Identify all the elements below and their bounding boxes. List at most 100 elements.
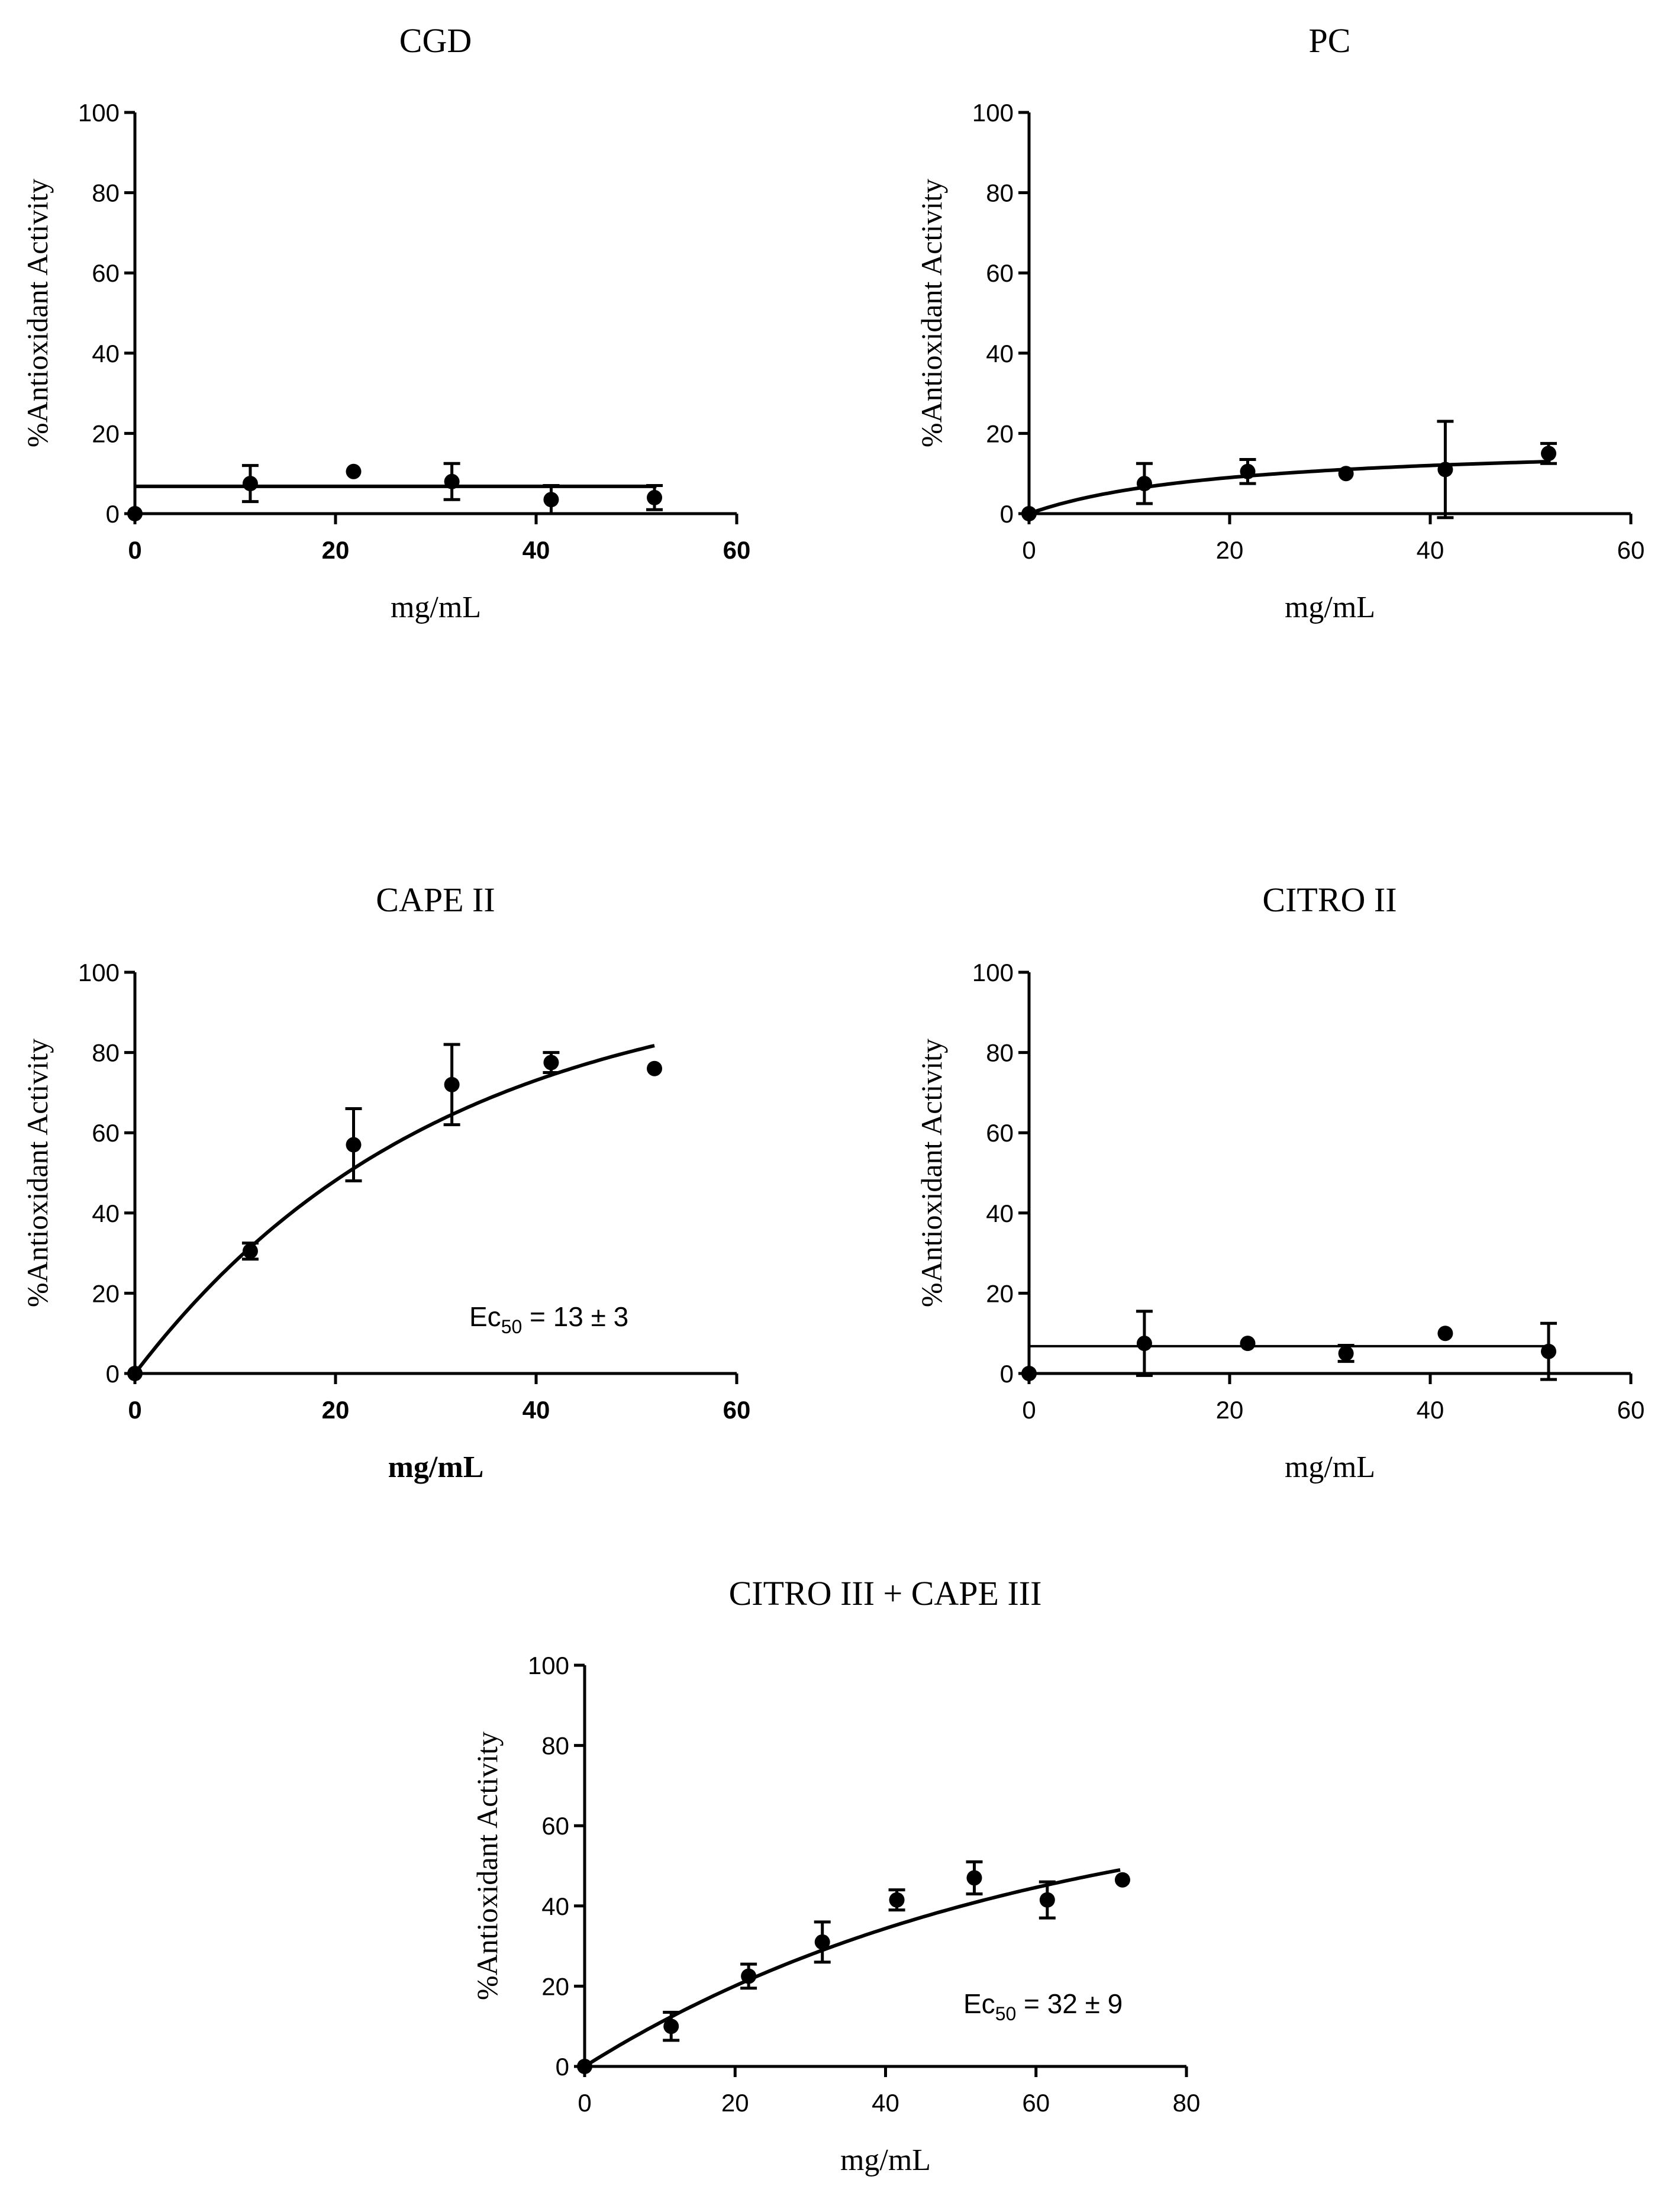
data-point	[1437, 462, 1453, 478]
y-tick-label: 60	[986, 259, 1014, 287]
data-point	[444, 1076, 460, 1092]
data-point	[741, 1968, 757, 1984]
data-point	[577, 2059, 592, 2074]
x-tick-label: 80	[1173, 2089, 1201, 2117]
data-point	[543, 492, 559, 508]
data-point	[1541, 446, 1557, 462]
y-axis-label: %Antioxidant Activity	[915, 1039, 948, 1307]
y-tick-label: 60	[986, 1119, 1014, 1147]
y-axis-label: %Antioxidant Activity	[915, 179, 948, 447]
chart-panel-cape2: CAPE II 0 20 40 60 80 100 0 20 40 60 mg/mL %Antioxid…	[21, 881, 750, 1484]
x-tick-label: 40	[1417, 1396, 1444, 1424]
data-point	[1541, 1343, 1557, 1359]
x-tick-label: 40	[523, 1396, 550, 1424]
y-tick-label: 80	[986, 1039, 1014, 1067]
y-tick-label: 60	[92, 259, 120, 287]
data-point	[346, 463, 362, 479]
x-axis-label: mg/mL	[391, 591, 481, 624]
fit-curve	[133, 1044, 655, 1375]
y-tick-label: 40	[541, 1892, 569, 1920]
y-tick-label: 20	[986, 1279, 1014, 1307]
chart-title: CITRO III + CAPE III	[729, 1574, 1042, 1613]
y-tick-label: 40	[92, 1199, 120, 1227]
data-point	[127, 506, 143, 521]
x-axis-label: mg/mL	[1285, 1450, 1375, 1484]
data-point	[889, 1892, 905, 1908]
chart-panel-citro3cape3: CITRO III + CAPE III 0 20 40 60 80 100 0 20 40 60 8…	[470, 1574, 1200, 2177]
y-tick-label: 80	[541, 1732, 569, 1760]
data-point	[444, 473, 460, 489]
data-point	[647, 1060, 663, 1076]
ec50-annotation: Ec50 = 13 ± 3	[469, 1301, 628, 1337]
data-point	[1021, 1366, 1037, 1381]
data-point	[1114, 1872, 1130, 1888]
x-tick-label: 20	[1216, 536, 1244, 564]
y-tick-label: 0	[106, 1360, 120, 1388]
x-tick-label: 60	[1617, 536, 1645, 564]
chart-title: CITRO II	[1262, 881, 1397, 919]
y-tick-label: 80	[986, 179, 1014, 207]
data-point	[1437, 1326, 1453, 1342]
chart-panel-pc: PC 0 20 40 60 80 100 0 20 40 60 mg/mL %Antioxidant A…	[915, 21, 1644, 624]
y-tick-label: 100	[78, 99, 120, 127]
data-point	[127, 1366, 143, 1381]
y-axis-label: %Antioxidant Activity	[21, 179, 54, 447]
data-point	[1136, 1336, 1152, 1352]
y-tick-label: 80	[92, 179, 120, 207]
y-axis-label: %Antioxidant Activity	[21, 1039, 54, 1307]
x-axis-label: mg/mL	[840, 2143, 931, 2177]
ec50-annotation: Ec50 = 32 ± 9	[963, 1988, 1123, 2024]
y-tick-label: 40	[92, 340, 120, 367]
data-point	[1021, 506, 1037, 521]
y-tick-label: 0	[556, 2053, 569, 2081]
data-point	[543, 1055, 559, 1070]
x-tick-label: 20	[322, 536, 350, 564]
y-tick-label: 20	[92, 420, 120, 447]
y-tick-label: 0	[106, 500, 120, 528]
x-tick-label: 60	[1022, 2089, 1050, 2117]
data-point	[1338, 1346, 1354, 1362]
chart-panel-citro2: CITRO II 0 20 40 60 80 100 0 20 40 60 mg/mL %Antioxi…	[915, 881, 1644, 1484]
x-tick-label: 0	[1022, 536, 1036, 564]
y-tick-label: 40	[986, 340, 1014, 367]
y-tick-label: 20	[986, 420, 1014, 447]
y-tick-label: 60	[541, 1812, 569, 1840]
y-tick-label: 100	[972, 959, 1014, 986]
x-tick-label: 40	[872, 2089, 899, 2117]
ec50-value: = 13 ± 3	[522, 1301, 628, 1332]
x-tick-label: 0	[578, 2089, 591, 2117]
x-tick-label: 60	[1617, 1396, 1645, 1424]
y-tick-label: 20	[541, 1972, 569, 2000]
x-tick-label: 0	[1022, 1396, 1036, 1424]
x-tick-label: 20	[1216, 1396, 1244, 1424]
ec50-value: = 32 ± 9	[1016, 1988, 1123, 2019]
y-tick-label: 60	[92, 1119, 120, 1147]
data-point	[1136, 476, 1152, 492]
data-point	[1338, 466, 1354, 482]
x-axis-label: mg/mL	[388, 1450, 484, 1484]
fit-curve	[583, 1868, 1121, 2068]
data-point	[1039, 1892, 1055, 1908]
data-point	[647, 489, 663, 505]
x-tick-label: 20	[322, 1396, 350, 1424]
chart-title: CGD	[399, 21, 472, 60]
x-tick-label: 0	[128, 536, 141, 564]
chart-title: CAPE II	[376, 881, 495, 919]
data-point	[1240, 1336, 1256, 1352]
ec50-prefix: Ec	[963, 1988, 995, 2019]
y-tick-label: 80	[92, 1039, 120, 1067]
data-point	[242, 476, 258, 492]
y-tick-label: 40	[986, 1199, 1014, 1227]
y-axis-label: %Antioxidant Activity	[470, 1731, 504, 2000]
ec50-subscript: 50	[501, 1316, 523, 1337]
chart-panel-cgd: CGD 0 20 40 60 80 100 0 20 40 60 mg/mL %Antioxidant …	[21, 21, 750, 624]
y-tick-label: 20	[92, 1279, 120, 1307]
chart-title: PC	[1309, 21, 1351, 60]
y-tick-label: 100	[972, 99, 1014, 127]
x-tick-label: 40	[1417, 536, 1444, 564]
data-point	[346, 1137, 362, 1153]
data-point	[966, 1870, 982, 1886]
x-tick-label: 60	[723, 1396, 751, 1424]
fit-curve	[1028, 459, 1551, 515]
